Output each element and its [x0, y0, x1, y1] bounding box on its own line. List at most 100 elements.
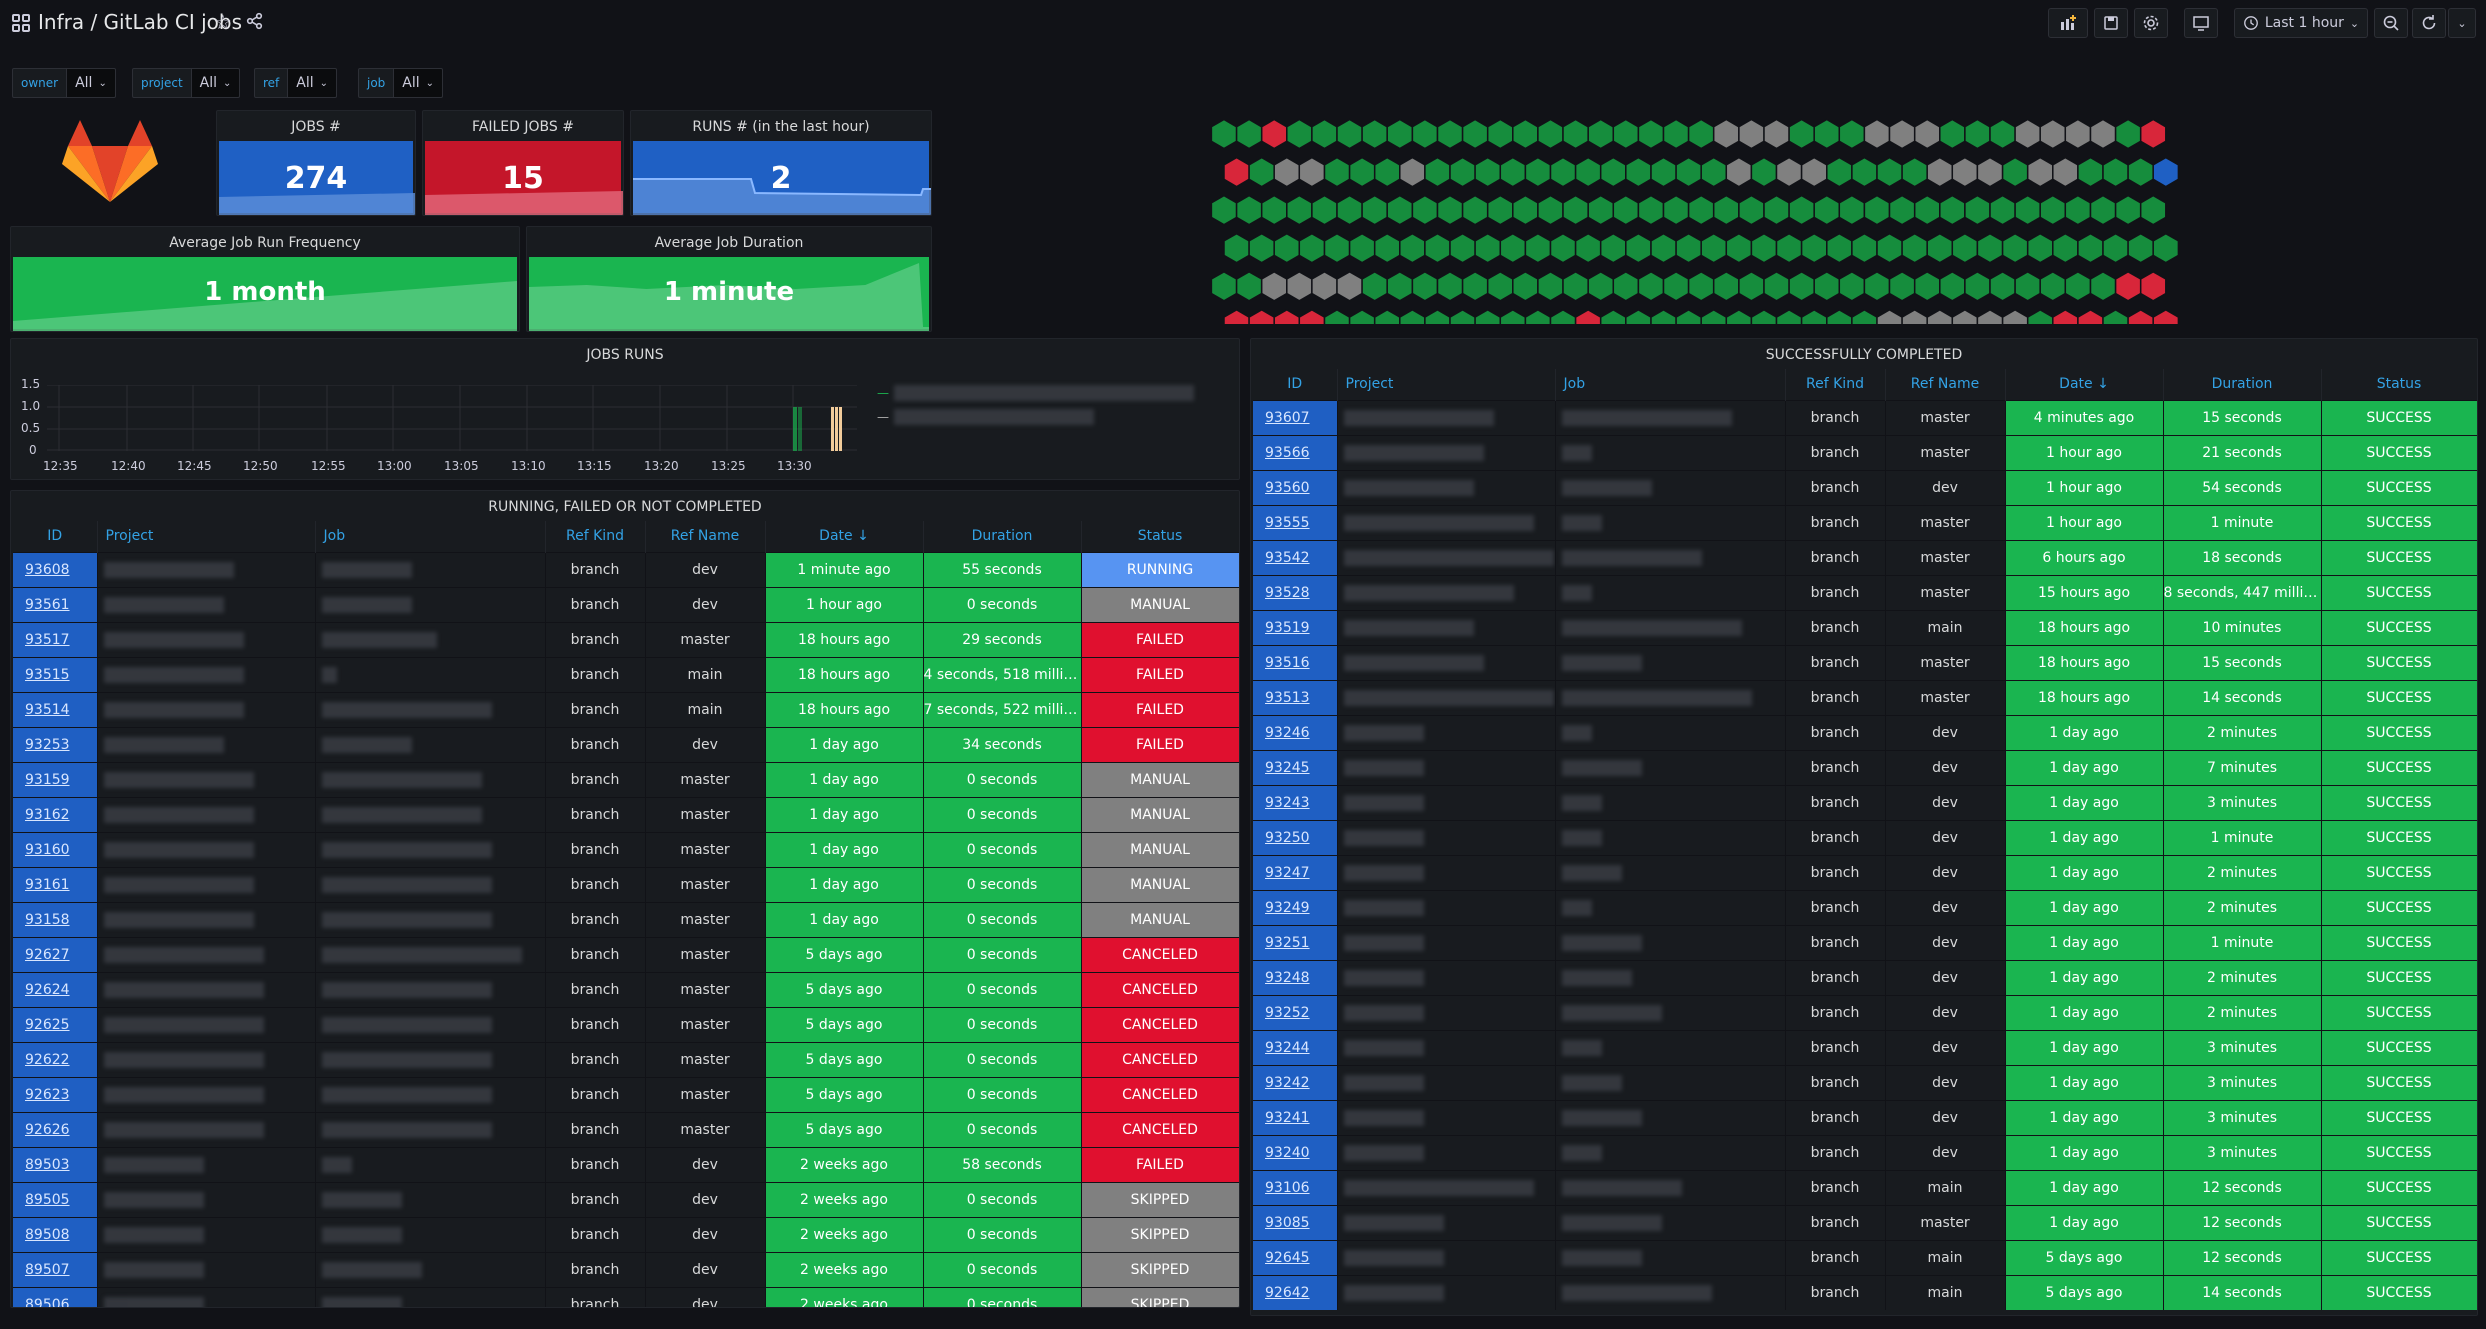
tv-mode-button[interactable] [2184, 8, 2218, 38]
job-hexagon[interactable] [1650, 156, 1677, 188]
job-hexagon[interactable] [1901, 232, 1928, 264]
table-row[interactable]: 92627 branch master 5 days ago 0 seconds CANC… [13, 936, 1239, 972]
table-row[interactable]: 89503 branch dev 2 weeks ago 58 seconds FAILE… [13, 1146, 1239, 1182]
job-hexagon[interactable] [1775, 156, 1803, 188]
job-hexagon[interactable] [1411, 270, 1439, 302]
job-hexagon[interactable] [1373, 308, 1401, 324]
job-hexagon[interactable] [2139, 270, 2167, 302]
job-hexagon[interactable] [1951, 232, 1979, 264]
job-hexagon[interactable] [1813, 118, 1841, 150]
job-hexagon[interactable] [1712, 118, 1740, 150]
job-id-link[interactable]: 92642 [1253, 1274, 1338, 1310]
job-hexagon[interactable] [1399, 156, 1426, 188]
job-id-link[interactable]: 93515 [13, 656, 98, 692]
job-hexagon[interactable] [1675, 308, 1702, 324]
job-hexagon[interactable] [1612, 118, 1640, 150]
table-row[interactable]: 93251 branch dev 1 day ago 1 minute SUCCESS [1253, 924, 2477, 960]
job-hexagon[interactable] [1926, 308, 1954, 324]
job-id-link[interactable]: 93249 [1253, 889, 1338, 925]
job-hexagon[interactable] [2026, 156, 2054, 188]
job-hexagon[interactable] [1926, 156, 1954, 188]
job-hexagon[interactable] [2152, 156, 2180, 188]
job-hexagon[interactable] [1549, 232, 1577, 264]
job-hexagon[interactable] [1750, 156, 1778, 188]
job-hexagon[interactable] [1512, 118, 1539, 150]
table-row[interactable]: 93513 branch master 18 hours ago 14 seconds S… [1253, 679, 2477, 715]
jobs-runs-panel[interactable]: JOBS RUNS 1.5 1.0 0.5 0 12:35 12:40 12:45 1… [10, 338, 1240, 480]
job-hexagon[interactable] [1901, 156, 1928, 188]
job-hexagon[interactable] [2152, 232, 2180, 264]
stat-failed-jobs-panel[interactable]: FAILED JOBS # 15 [422, 110, 624, 216]
job-hexagon[interactable] [1562, 270, 1589, 302]
job-hexagon[interactable] [1712, 194, 1740, 226]
job-hexagon[interactable] [1411, 194, 1439, 226]
job-id-link[interactable]: 89508 [13, 1216, 98, 1252]
job-hexagon[interactable] [1248, 308, 1275, 324]
job-hexagon[interactable] [1336, 270, 1363, 302]
job-hexagon[interactable] [1888, 194, 1916, 226]
job-hexagon[interactable] [1311, 270, 1338, 302]
job-hexagon[interactable] [2077, 308, 2104, 324]
job-hexagon[interactable] [1662, 270, 1690, 302]
job-hexagon[interactable] [1562, 194, 1589, 226]
job-id-link[interactable]: 89507 [13, 1251, 98, 1287]
table-row[interactable]: 93159 branch master 1 day ago 0 seconds MANUA… [13, 761, 1239, 797]
job-hexagon[interactable] [1587, 118, 1615, 150]
job-hexagon[interactable] [1901, 308, 1928, 324]
job-id-link[interactable]: 93516 [1253, 644, 1338, 680]
stat-jobs-panel[interactable]: JOBS # 274 [216, 110, 416, 216]
table-row[interactable]: 92623 branch master 5 days ago 0 seconds CANC… [13, 1076, 1239, 1112]
job-hexagon[interactable] [1750, 232, 1778, 264]
table-row[interactable]: 92625 branch master 5 days ago 0 seconds CANC… [13, 1006, 1239, 1042]
stat-average-job-run-frequency-panel[interactable]: Average Job Run Frequency 1 month [10, 226, 520, 332]
job-hexagon[interactable] [2039, 118, 2067, 150]
job-id-link[interactable]: 93250 [1253, 819, 1338, 855]
job-hexagon[interactable] [1336, 194, 1363, 226]
job-hexagon[interactable] [1738, 118, 1765, 150]
column-header[interactable]: Job [315, 521, 546, 552]
job-hexagon[interactable] [1235, 118, 1263, 150]
table-row[interactable]: 92626 branch master 5 days ago 0 seconds CANC… [13, 1111, 1239, 1147]
job-id-link[interactable]: 92627 [13, 936, 98, 972]
job-hexagon[interactable] [1612, 194, 1640, 226]
job-hexagon[interactable] [1826, 156, 1853, 188]
table-row[interactable]: 92624 branch master 5 days ago 0 seconds CANC… [13, 971, 1239, 1007]
job-hexagon[interactable] [1499, 156, 1527, 188]
job-hexagon[interactable] [1599, 308, 1627, 324]
column-header[interactable]: Ref Name [645, 521, 766, 552]
job-hexagon[interactable] [1549, 156, 1577, 188]
job-hexagon[interactable] [1863, 194, 1891, 226]
job-hexagon[interactable] [1210, 118, 1238, 150]
job-hexagon[interactable] [1461, 194, 1489, 226]
job-hexagon[interactable] [1537, 270, 1564, 302]
job-hexagon[interactable] [1838, 194, 1866, 226]
job-hexagon[interactable] [1637, 118, 1665, 150]
job-hexagon[interactable] [1763, 194, 1790, 226]
job-hexagon[interactable] [1851, 156, 1878, 188]
job-hexagon[interactable] [1662, 194, 1690, 226]
stat-average-job-duration-panel[interactable]: Average Job Duration 1 minute [526, 226, 932, 332]
job-hexagon[interactable] [1486, 194, 1514, 226]
table-row[interactable]: 93249 branch dev 1 day ago 2 minutes SUCCESS [1253, 889, 2477, 925]
table-row[interactable]: 93516 branch master 18 hours ago 15 seconds S… [1253, 644, 2477, 680]
job-hexagon[interactable] [1700, 232, 1728, 264]
job-hexagon[interactable] [1888, 270, 1916, 302]
job-hexagon[interactable] [1964, 194, 1991, 226]
job-hexagon[interactable] [1637, 270, 1665, 302]
table-row[interactable]: 93517 branch master 18 hours ago 29 seconds F… [13, 621, 1239, 657]
job-id-link[interactable]: 92645 [1253, 1239, 1338, 1275]
job-hexagon[interactable] [1235, 270, 1263, 302]
table-row[interactable]: 93555 branch master 1 hour ago 1 minute SUCCE… [1253, 504, 2477, 540]
table-row[interactable]: 93566 branch master 1 hour ago 21 seconds SUC… [1253, 434, 2477, 470]
legend-item[interactable]: — [877, 407, 1194, 425]
table-row[interactable]: 93250 branch dev 1 day ago 1 minute SUCCESS [1253, 819, 2477, 855]
job-id-link[interactable]: 93158 [13, 901, 98, 937]
table-row[interactable]: 93515 branch main 18 hours ago 4 seconds, 51… [13, 656, 1239, 692]
job-id-link[interactable]: 93513 [1253, 679, 1338, 715]
job-hexagon[interactable] [2039, 270, 2067, 302]
job-hexagon[interactable] [1687, 270, 1715, 302]
job-hexagon[interactable] [2064, 118, 2092, 150]
job-id-link[interactable]: 93566 [1253, 434, 1338, 470]
job-hexagon[interactable] [1989, 270, 2016, 302]
job-hexagon[interactable] [1913, 194, 1941, 226]
